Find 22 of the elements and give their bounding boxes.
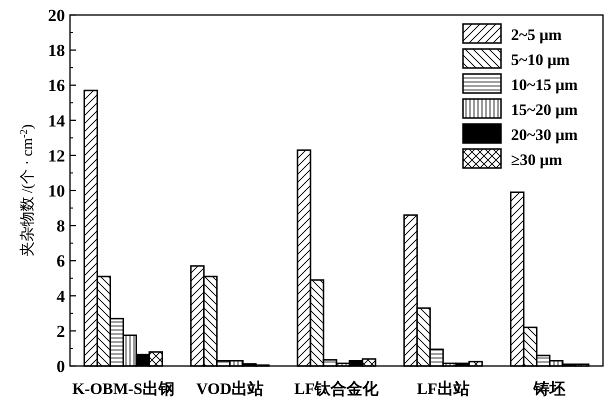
legend-label: 20~30 μm [511,127,578,144]
legend-label: ≥30 μm [511,152,563,169]
y-tick-label: 8 [56,216,65,236]
x-tick-label: VOD出站 [196,380,264,398]
y-tick-label: 16 [48,76,65,96]
legend-label: 5~10 μm [511,52,570,69]
y-tick-label: 10 [48,182,65,200]
y-tick-label: 2 [56,322,65,341]
legend-label: 10~15 μm [511,77,578,94]
y-tick-label: 20 [48,6,65,25]
y-tick-label: 4 [56,286,66,306]
y-tick-label: 14 [48,111,66,130]
y-tick-label: 0 [56,357,65,376]
x-tick-label: LF钛合金化 [294,380,380,398]
x-tick-label: LF出站 [416,380,470,398]
y-tick-label: 6 [56,252,65,271]
legend-label: 2~5 μm [511,27,562,44]
legend-label: 15~20 μm [511,102,578,119]
y-tick-label: 18 [48,41,65,60]
y-tick-label: 12 [48,146,65,166]
x-tick-label: K-OBM-S出钢 [72,380,174,398]
x-tick-label: 铸坯 [532,380,566,398]
